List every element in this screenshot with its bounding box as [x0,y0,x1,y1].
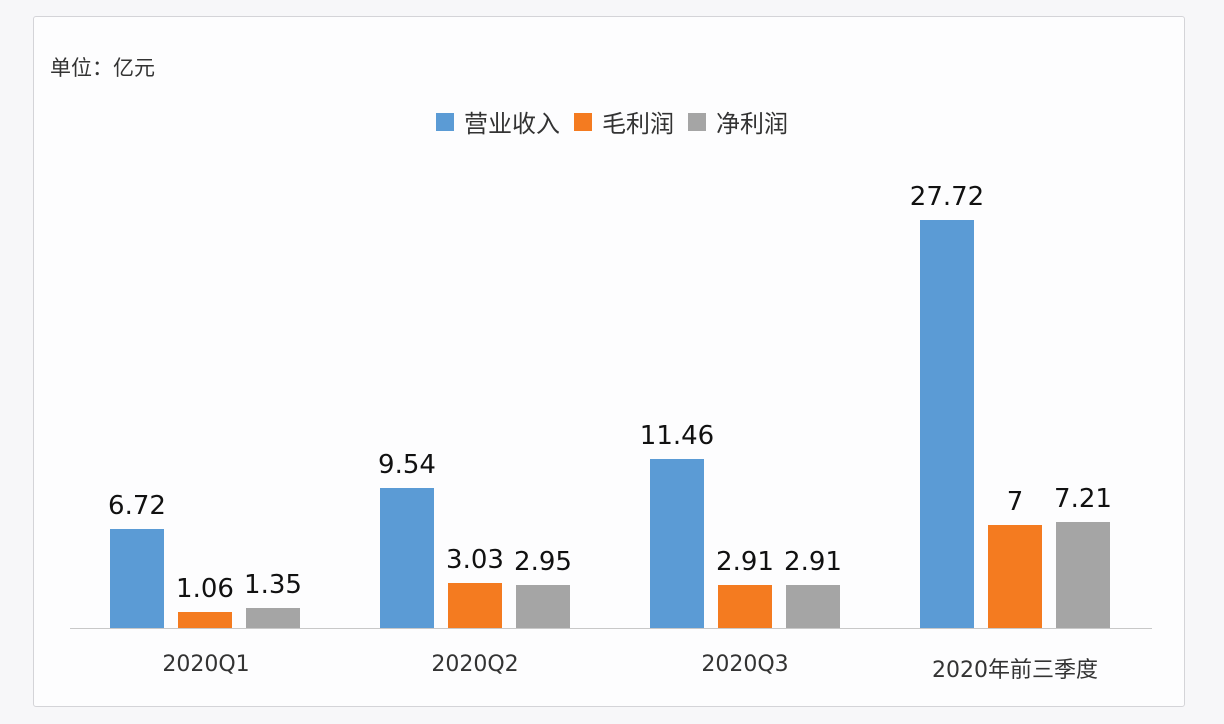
legend-swatch-gross-profit [574,112,592,131]
data-label: 2.95 [514,546,572,577]
x-axis-line [70,628,1152,629]
legend-item-revenue: 营业收入 [436,104,560,139]
unit-label: 单位：亿元 [50,56,155,80]
revenue-bar [920,219,974,628]
legend-label-gross-profit: 毛利润 [602,110,674,138]
data-label: 7 [1006,486,1024,517]
legend-item-gross-profit: 毛利润 [574,104,674,139]
data-label: 2.91 [784,547,842,578]
net-profit-bar [786,585,840,628]
gross-profit-bar [718,585,772,628]
legend-swatch-revenue [436,112,454,131]
data-label: 9.54 [378,449,436,480]
gross-profit-bar [448,583,502,628]
plot-area: 6.72 1.06 1.35 9.54 3.03 2.95 11.46 2.91 2.91 27.… [70,140,1152,628]
category-label: 2020年前三季度 [932,658,1098,683]
data-label: 7.21 [1054,483,1112,514]
data-label: 6.72 [108,491,166,522]
legend-label-net-profit: 净利润 [716,110,788,138]
legend-label-revenue: 营业收入 [464,110,560,138]
category-label: 2020Q1 [162,652,250,677]
revenue-bar [380,487,434,628]
legend-item-net-profit: 净利润 [688,104,788,139]
revenue-bar [650,459,704,628]
gross-profit-bar [178,612,232,628]
data-label: 1.35 [244,570,302,601]
net-profit-bar [246,608,300,628]
legend-swatch-net-profit [688,112,706,131]
net-profit-bar [516,584,570,628]
revenue-bar [110,529,164,628]
category-label: 2020Q2 [431,652,519,677]
category-label: 2020Q3 [701,652,789,677]
data-label: 3.03 [446,545,504,576]
data-label: 1.06 [176,574,234,605]
net-profit-bar [1056,521,1110,628]
data-label: 2.91 [716,547,774,578]
chart-legend: 营业收入 毛利润 净利润 [0,104,1224,139]
data-label: 27.72 [909,181,985,212]
data-label: 11.46 [639,421,715,452]
gross-profit-bar [988,524,1042,628]
